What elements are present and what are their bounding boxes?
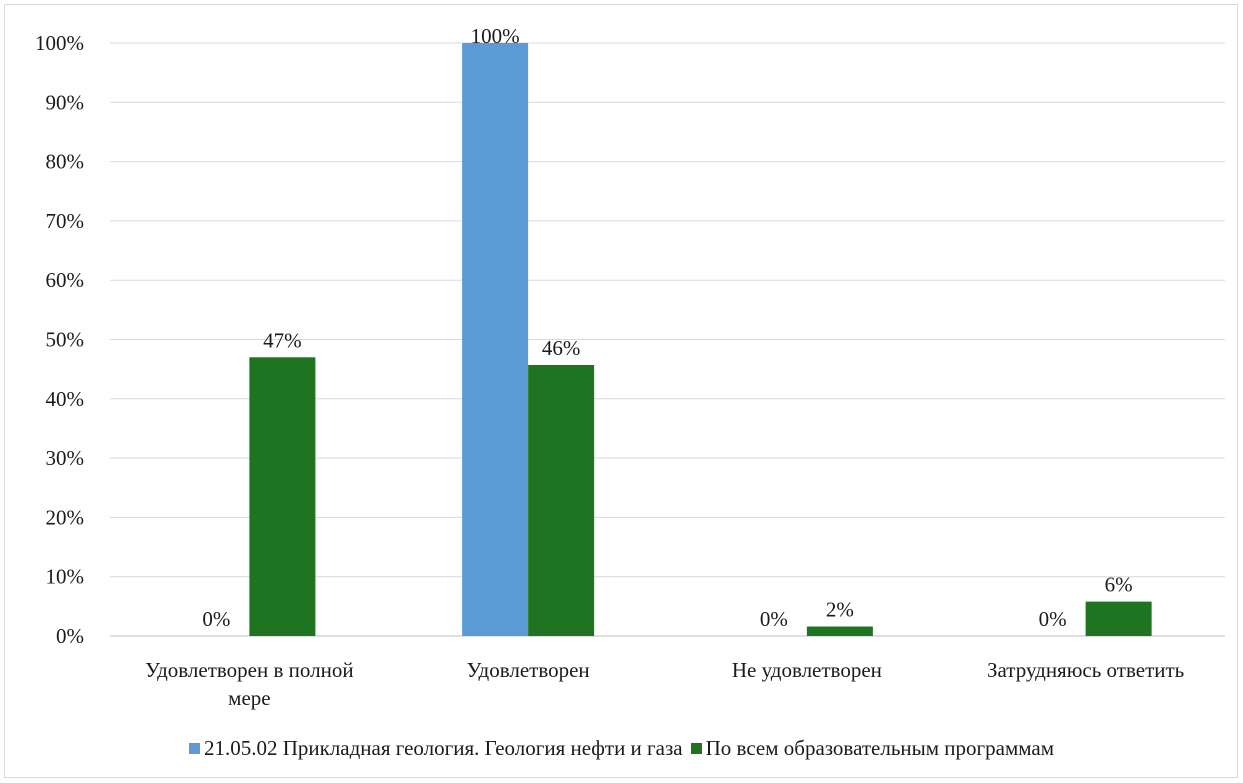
- legend-swatch-series-1: [188, 742, 200, 754]
- x-category-label: Удовлетворен в полной: [145, 658, 353, 682]
- data-label: 2%: [826, 598, 854, 622]
- y-tick-label: 100%: [35, 31, 84, 55]
- data-label: 0%: [760, 607, 788, 631]
- y-tick-label: 20%: [46, 505, 85, 529]
- data-label: 47%: [263, 328, 302, 352]
- legend-label-series-1: 21.05.02 Прикладная геология. Геология н…: [203, 735, 683, 760]
- x-axis-category-labels: Удовлетворен в полной мере Удовлетворен Не …: [145, 658, 1184, 710]
- y-tick-label: 70%: [46, 209, 85, 233]
- bar-series-2[interactable]: [528, 364, 595, 636]
- legend-swatch-series-2: [690, 742, 702, 754]
- y-tick-label: 60%: [46, 268, 85, 292]
- x-category-label: Затрудняюсь ответить: [987, 658, 1184, 682]
- legend-item-series-2[interactable]: По всем образовательным программам: [690, 735, 1055, 761]
- y-tick-label: 10%: [46, 565, 85, 589]
- x-category-label: Не удовлетворен: [732, 658, 882, 682]
- y-tick-label: 0%: [56, 624, 84, 648]
- legend-label-series-2: По всем образовательным программам: [705, 735, 1055, 760]
- data-label: 0%: [1039, 607, 1067, 631]
- legend-item-series-1[interactable]: 21.05.02 Прикладная геология. Геология н…: [188, 735, 683, 761]
- bar-series-2[interactable]: [806, 626, 873, 636]
- y-tick-label: 30%: [46, 446, 85, 470]
- data-labels: 0% 47% 100% 46% 0% 2% 0% 6%: [202, 24, 1132, 631]
- y-tick-label: 90%: [46, 90, 85, 114]
- y-tick-label: 50%: [46, 328, 85, 352]
- x-category-label: Удовлетворен: [467, 658, 590, 682]
- y-axis-tick-labels: 0% 10% 20% 30% 40% 50% 60% 70% 80% 90% 100%: [35, 31, 84, 648]
- bar-series-2[interactable]: [1085, 601, 1152, 636]
- x-category-label: мере: [228, 686, 270, 710]
- legend: 21.05.02 Прикладная геология. Геология н…: [0, 733, 1243, 763]
- data-label: 6%: [1105, 573, 1133, 597]
- y-tick-label: 80%: [46, 150, 85, 174]
- bar-series-2[interactable]: [249, 357, 316, 636]
- chart-frame: [4, 4, 1238, 778]
- bars: [249, 43, 1152, 636]
- data-label: 46%: [542, 336, 581, 360]
- data-label: 100%: [471, 24, 520, 48]
- y-tick-label: 40%: [46, 387, 85, 411]
- bar-series-1[interactable]: [462, 43, 529, 636]
- data-label: 0%: [202, 607, 230, 631]
